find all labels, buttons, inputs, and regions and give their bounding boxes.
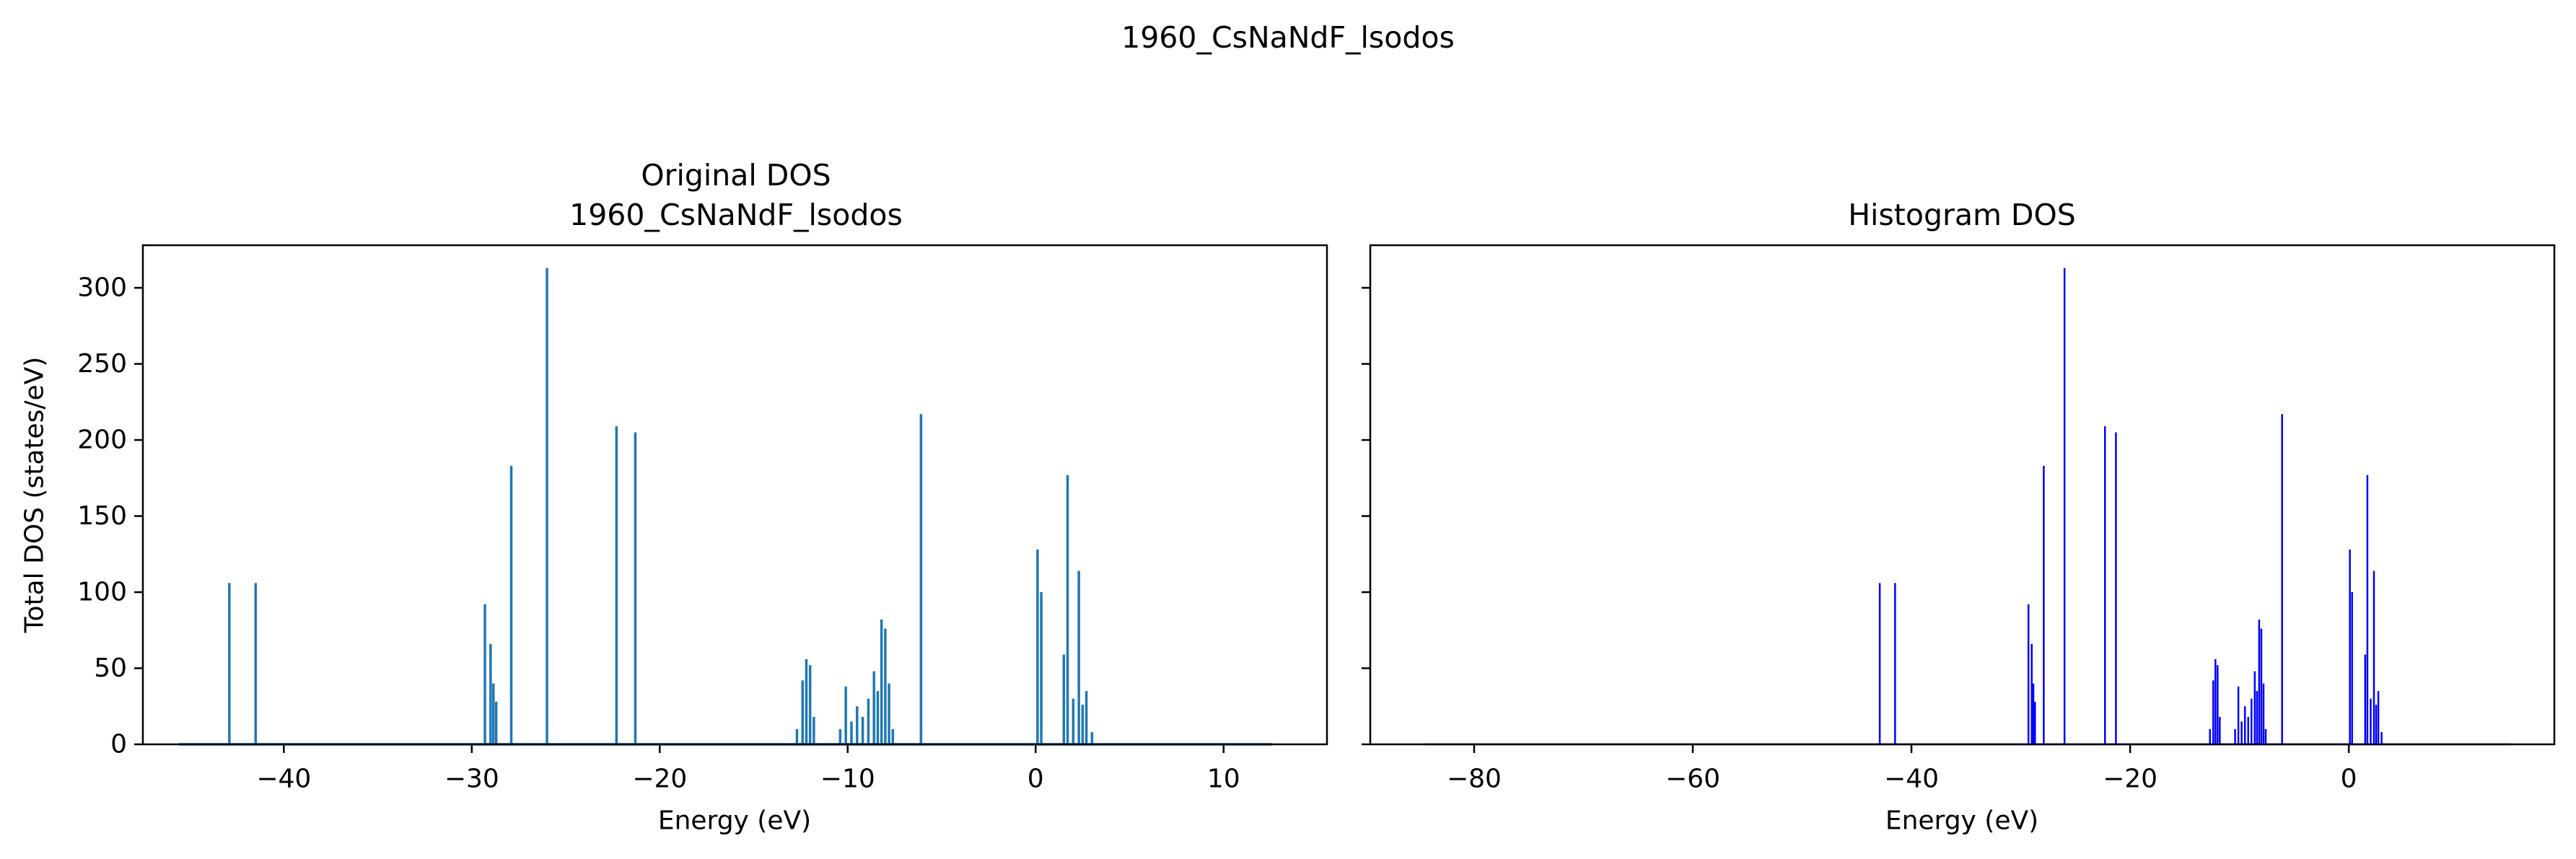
original-dos-y-ticks: 0 50 100 150 200 250 300: [77, 273, 143, 759]
y-tick-label: 50: [94, 653, 127, 683]
x-tick-label: −40: [256, 765, 311, 794]
figure-suptitle: 1960_CsNaNdF_lsodos: [1121, 20, 1455, 55]
original-dos-x-ticks: −40 −30 −20 −10 0 10: [256, 744, 1240, 794]
x-tick-label: −30: [444, 765, 499, 794]
original-dos-title-line-1: Original DOS: [641, 158, 831, 193]
y-tick-label: 300: [77, 273, 127, 303]
y-tick-label: 200: [77, 426, 127, 455]
x-tick-label: 10: [1207, 765, 1240, 794]
x-tick-label: 0: [1028, 765, 1044, 794]
x-tick-label: −60: [1665, 765, 1720, 794]
histogram-dos-panel: Histogram DOS −80 −60 −40 −20 0 Energy (eV): [1362, 198, 2556, 836]
histogram-dos-title: Histogram DOS: [1848, 198, 2076, 232]
x-tick-label: −20: [632, 765, 687, 794]
original-dos-x-axis-label: Energy (eV): [658, 806, 811, 836]
x-tick-label: −20: [2103, 765, 2157, 794]
y-tick-label: 250: [77, 349, 127, 379]
x-tick-label: −40: [1884, 765, 1939, 794]
histogram-dos-x-axis-label: Energy (eV): [1885, 806, 2038, 836]
histogram-dos-y-ticks: [1362, 286, 1370, 746]
original-dos-axes-frame: [141, 244, 1328, 746]
original-dos-y-axis-label: Total DOS (states/eV): [20, 357, 50, 634]
histogram-dos-x-ticks: −80 −60 −40 −20 0: [1447, 744, 2357, 794]
original-dos-title-line-2: 1960_CsNaNdF_lsodos: [569, 198, 903, 232]
y-tick-label: 0: [110, 730, 127, 759]
x-tick-label: −10: [820, 765, 875, 794]
y-tick-label: 150: [77, 501, 127, 531]
original-dos-panel: Original DOS 1960_CsNaNdF_lsodos −40 −30−…: [20, 158, 1328, 836]
y-tick-label: 100: [77, 578, 127, 607]
x-tick-label: 0: [2341, 765, 2357, 794]
histogram-dos-axes-frame: [1369, 244, 2556, 746]
x-tick-label: −80: [1447, 765, 1502, 794]
